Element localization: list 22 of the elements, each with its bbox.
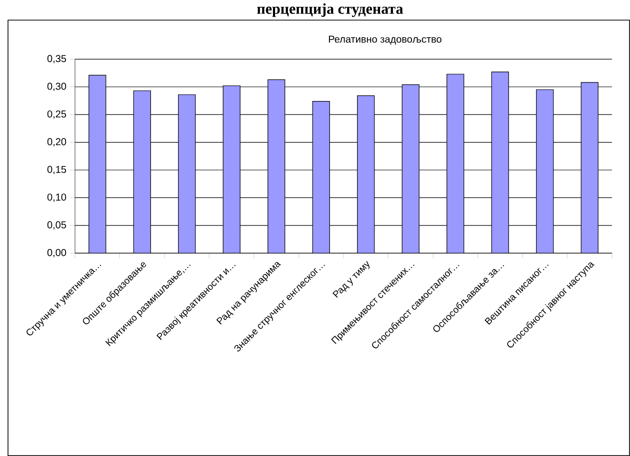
y-tick-label: 0,00 bbox=[47, 248, 66, 258]
bar bbox=[312, 100, 330, 254]
bar bbox=[580, 82, 598, 254]
bar bbox=[133, 90, 151, 254]
bar bbox=[222, 85, 240, 254]
bar bbox=[536, 89, 554, 254]
chart-subtitle: Релативно задовољство bbox=[328, 36, 442, 45]
chart-title: перцепција студената bbox=[257, 3, 404, 17]
bar bbox=[268, 79, 286, 254]
y-tick-label: 0,35 bbox=[47, 54, 66, 64]
bar bbox=[402, 84, 420, 254]
bar bbox=[446, 74, 464, 254]
y-tick-label: 0,15 bbox=[47, 166, 66, 174]
y-tick-label: 0,30 bbox=[47, 82, 66, 91]
bar bbox=[491, 72, 509, 254]
bar bbox=[357, 95, 375, 254]
y-tick-label: 0,10 bbox=[47, 194, 66, 202]
y-tick-label: 0,25 bbox=[47, 110, 66, 119]
bar bbox=[88, 74, 106, 254]
y-tick-label: 0,20 bbox=[47, 138, 66, 146]
bar bbox=[178, 94, 196, 254]
y-tick-label: 0,05 bbox=[47, 221, 66, 230]
